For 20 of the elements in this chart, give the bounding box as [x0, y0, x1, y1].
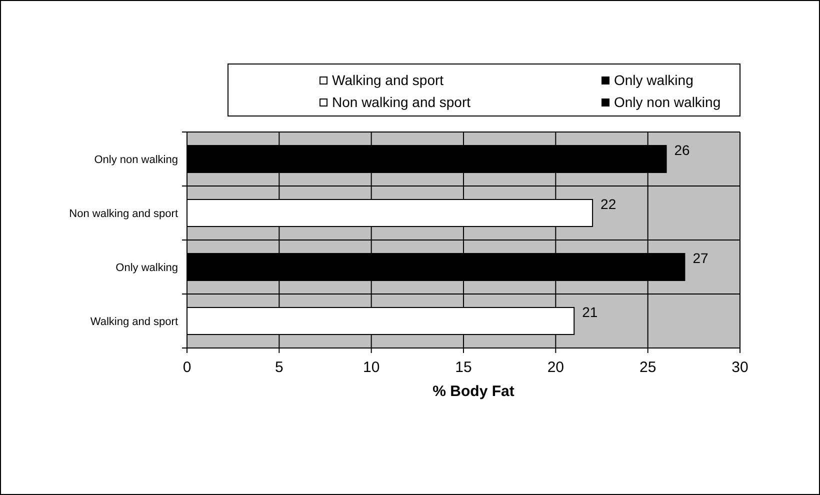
- legend-label: Non walking and sport: [332, 94, 471, 110]
- y-tick-label: Only walking: [116, 262, 178, 274]
- y-tick-label: Only non walking: [94, 154, 178, 166]
- y-tick-label: Non walking and sport: [69, 208, 178, 220]
- x-tick-label: 25: [639, 359, 656, 376]
- x-tick-label: 15: [455, 359, 472, 376]
- y-tick-label: Walking and sport: [90, 316, 178, 328]
- data-label: 26: [674, 142, 690, 158]
- x-axis-title: % Body Fat: [432, 383, 514, 400]
- legend-label: Walking and sport: [332, 72, 444, 88]
- x-tick-label: 5: [274, 359, 284, 376]
- data-label: 27: [692, 250, 708, 266]
- x-tick-label: 20: [547, 359, 564, 376]
- legend-label: Only walking: [614, 72, 694, 88]
- x-tick-label: 30: [732, 359, 748, 376]
- x-tick-label: 10: [362, 359, 380, 376]
- data-label: 22: [600, 196, 616, 212]
- x-tick-label: 0: [182, 359, 192, 376]
- legend-label: Only non walking: [614, 94, 721, 110]
- data-label: 21: [582, 304, 598, 320]
